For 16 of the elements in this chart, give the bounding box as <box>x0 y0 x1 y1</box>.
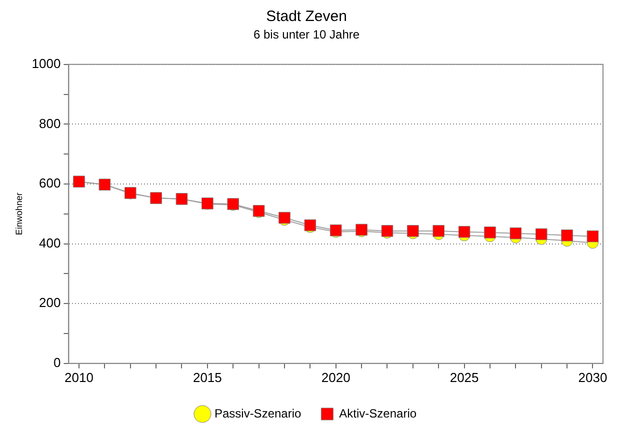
legend-label: Passiv-Szenario <box>214 406 302 420</box>
x-tick-label: 2010 <box>64 370 94 385</box>
chart-title: Stadt Zeven <box>266 8 347 26</box>
y-tick-label: 600 <box>39 176 61 191</box>
x-tick-label: 2025 <box>450 370 479 385</box>
x-tick-label: 2015 <box>192 370 222 385</box>
y-tick-label: 0 <box>53 354 61 370</box>
y-tick-label: 400 <box>39 235 61 250</box>
y-tick-label: 1000 <box>32 56 61 71</box>
legend-label: Aktiv-Szenario <box>339 406 417 420</box>
chart-subtitle: 6 bis unter 10 Jahre <box>253 28 360 42</box>
y-axis-title: Einwohner <box>14 192 24 236</box>
x-tick-label: 2030 <box>578 370 608 385</box>
y-tick-label: 800 <box>39 116 61 131</box>
x-tick-label: 2020 <box>321 370 350 385</box>
y-tick-label: 200 <box>39 295 61 310</box>
